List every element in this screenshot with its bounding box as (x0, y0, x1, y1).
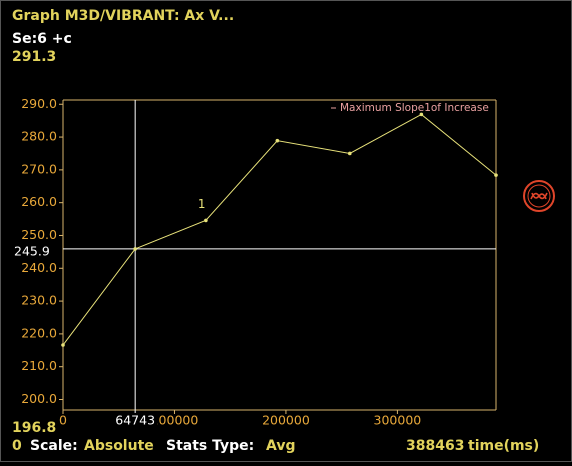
cursor-x-label: 64743 (115, 413, 155, 428)
data-point (347, 151, 352, 156)
y-tick-label: 280.0 (21, 129, 57, 144)
y-tick-label: 250.0 (21, 227, 57, 242)
y-min-label: 196.8 (12, 420, 56, 436)
y-tick-label: 200.0 (21, 391, 57, 406)
title: Graph M3D/VIBRANT: Ax V... (12, 8, 234, 24)
y-tick-label: 260.0 (21, 194, 57, 209)
series-info: Se:6 +c (12, 31, 72, 47)
y-tick-label: 290.0 (21, 96, 57, 111)
data-point (133, 247, 137, 251)
x-tick-label: 0 (59, 413, 67, 428)
y-tick-label: 210.0 (21, 358, 57, 373)
y-tick-label: 270.0 (21, 161, 57, 176)
ge-logo (523, 180, 555, 212)
x-min-label: 0 (12, 438, 22, 454)
y-max-label: 291.3 (12, 49, 56, 65)
data-point (61, 343, 65, 347)
y-tick-label: 230.0 (21, 293, 57, 308)
data-point (275, 138, 280, 143)
cursor-x-label-bg (113, 413, 158, 428)
x-tick-label: 300000 (374, 413, 422, 428)
cursor-y-label: 245.9 (14, 243, 50, 258)
data-point (494, 173, 498, 177)
scale-value: Absolute (84, 438, 154, 454)
x-tick-label: 100000 (151, 413, 199, 428)
scale-label: Scale: (30, 438, 78, 454)
y-tick-label: 240.0 (21, 260, 57, 275)
cursor-y-label-bg (12, 240, 54, 257)
point-label: 1 (198, 197, 206, 211)
x-tick-label: 200000 (262, 413, 310, 428)
data-point (419, 112, 424, 117)
stats-label: Stats Type: (166, 438, 254, 454)
data-point (204, 218, 208, 223)
x-unit: time(ms) (468, 438, 539, 454)
x-max-label: 388463 (406, 438, 464, 454)
y-tick-label: 220.0 (21, 325, 57, 340)
stats-value: Avg (266, 438, 295, 454)
legend-label: Maximum Slope1of Increase (340, 102, 489, 114)
